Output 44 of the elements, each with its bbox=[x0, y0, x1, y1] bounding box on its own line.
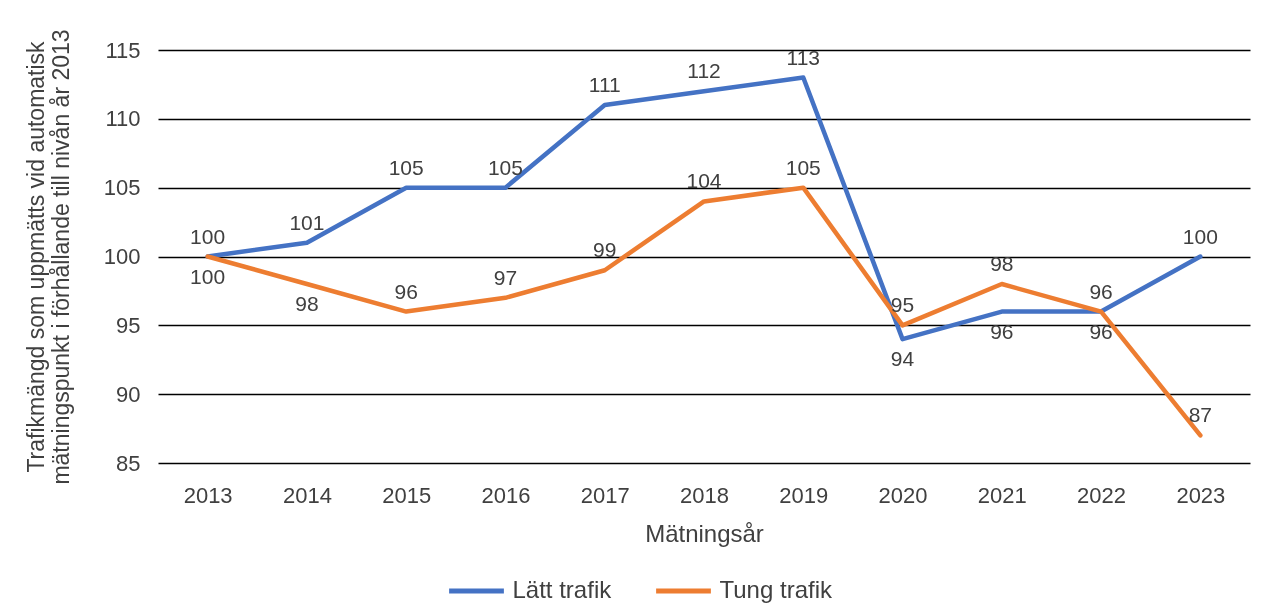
data-label: 98 bbox=[295, 292, 319, 316]
data-label: 87 bbox=[1188, 403, 1213, 427]
x-tick-label: 2015 bbox=[382, 482, 432, 508]
data-label: 99 bbox=[593, 238, 617, 262]
y-tick-label: 105 bbox=[103, 175, 141, 201]
data-label: 95 bbox=[890, 293, 915, 317]
data-label: 101 bbox=[289, 210, 325, 234]
x-tick-label: 2016 bbox=[481, 482, 531, 508]
x-tick-label: 2019 bbox=[779, 482, 829, 508]
x-tick-label: 2013 bbox=[183, 482, 233, 508]
x-tick-label: 2022 bbox=[1077, 482, 1127, 508]
y-tick-label: 100 bbox=[103, 244, 141, 269]
data-label: 112 bbox=[687, 59, 721, 83]
legend-label: Lätt trafik bbox=[512, 576, 613, 603]
y-tick-label: 115 bbox=[105, 37, 141, 63]
data-label: 96 bbox=[1089, 319, 1113, 343]
x-axis-title: Mätningsår bbox=[645, 519, 764, 547]
data-label: 96 bbox=[1089, 279, 1113, 303]
x-tick-label: 2020 bbox=[878, 482, 928, 508]
y-axis-title: Trafikmängd som uppmätts vid automatisk mätningspunkt i förhållande till nivån år 2013 bbox=[22, 29, 74, 485]
x-tick-label: 2014 bbox=[282, 482, 332, 508]
y-tick-label: 90 bbox=[116, 381, 141, 407]
data-label: 105 bbox=[785, 155, 821, 179]
data-label: 96 bbox=[990, 319, 1014, 343]
data-label: 97 bbox=[493, 265, 518, 289]
data-label: 98 bbox=[990, 252, 1014, 276]
y-tick-label: 95 bbox=[116, 312, 141, 338]
x-tick-label: 2017 bbox=[580, 482, 630, 508]
data-label: 105 bbox=[487, 155, 523, 179]
data-label: 94 bbox=[890, 347, 915, 371]
data-label: 100 bbox=[190, 264, 226, 288]
data-label: 100 bbox=[1182, 224, 1218, 248]
data-label: 105 bbox=[388, 155, 424, 179]
legend-label: Tung trafik bbox=[719, 576, 833, 603]
x-tick-label: 2023 bbox=[1176, 482, 1226, 508]
y-tick-label: 110 bbox=[105, 106, 141, 132]
x-tick-label: 2018 bbox=[680, 482, 729, 508]
data-label: 96 bbox=[394, 279, 418, 303]
data-label: 100 bbox=[190, 224, 226, 248]
y-tick-label: 85 bbox=[116, 450, 141, 476]
data-label: 104 bbox=[686, 169, 722, 193]
data-label: 113 bbox=[786, 45, 821, 69]
data-label: 111 bbox=[588, 73, 621, 97]
x-tick-label: 2021 bbox=[977, 482, 1027, 508]
